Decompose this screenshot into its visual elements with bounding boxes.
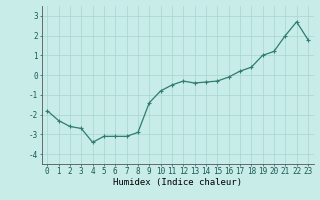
X-axis label: Humidex (Indice chaleur): Humidex (Indice chaleur) (113, 178, 242, 187)
